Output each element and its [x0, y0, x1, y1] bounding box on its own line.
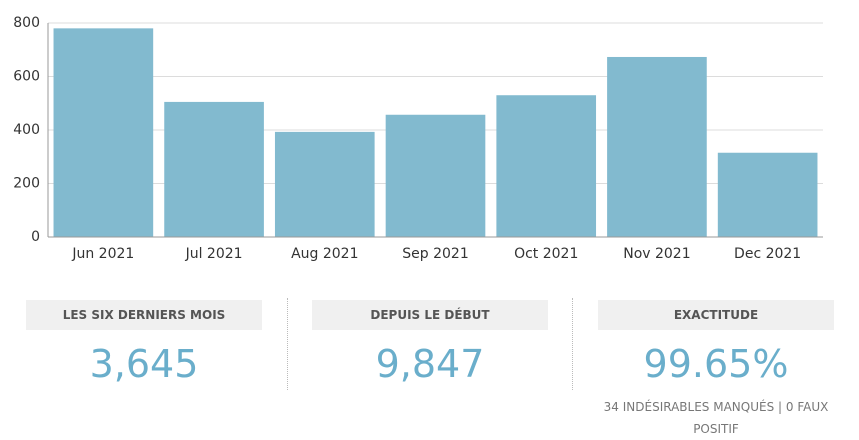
stat-value: 3,645	[89, 342, 199, 386]
x-tick-label: Jun 2021	[71, 246, 134, 262]
x-tick-label: Nov 2021	[623, 246, 690, 262]
stat: LES SIX DERNIERS MOIS 3,645	[26, 300, 262, 386]
x-tick-label: Sep 2021	[402, 246, 468, 262]
stat-value: 99.65%	[643, 342, 789, 386]
stat-note: 34 INDÉSIRABLES MANQUÉS | 0 FAUX POSITIF	[603, 400, 829, 436]
y-tick-label: 200	[13, 176, 40, 192]
separator	[287, 298, 288, 390]
y-tick-label: 400	[13, 122, 40, 138]
bar	[717, 152, 818, 237]
x-tick-label: Jul 2021	[185, 246, 243, 262]
y-tick-label: 600	[13, 69, 40, 85]
bar	[496, 95, 597, 237]
chart: 0 200 400 600 800 Jun 2021 Jul 2021 Aug 2021 Sep…	[13, 15, 823, 262]
bar	[164, 101, 264, 237]
x-tick-label: Aug 2021	[291, 246, 358, 262]
stat-label: DEPUIS LE DÉBUT	[312, 300, 548, 330]
stat-label: LES SIX DERNIERS MOIS	[26, 300, 262, 330]
bar	[274, 131, 375, 237]
stat: EXACTITUDE 99.65% 34 INDÉSIRABLES MANQUÉ…	[598, 300, 834, 440]
y-tick-label: 0	[31, 229, 40, 245]
stat-label: EXACTITUDE	[598, 300, 834, 330]
stat-value: 9,847	[375, 342, 485, 386]
y-tick-label: 800	[13, 15, 40, 31]
bar	[53, 28, 154, 237]
bar	[607, 56, 707, 237]
x-tick-label: Oct 2021	[514, 246, 578, 262]
stat: DEPUIS LE DÉBUT 9,847	[312, 300, 548, 386]
x-tick-label: Dec 2021	[734, 246, 801, 262]
bar	[385, 114, 486, 237]
separator	[572, 298, 573, 390]
